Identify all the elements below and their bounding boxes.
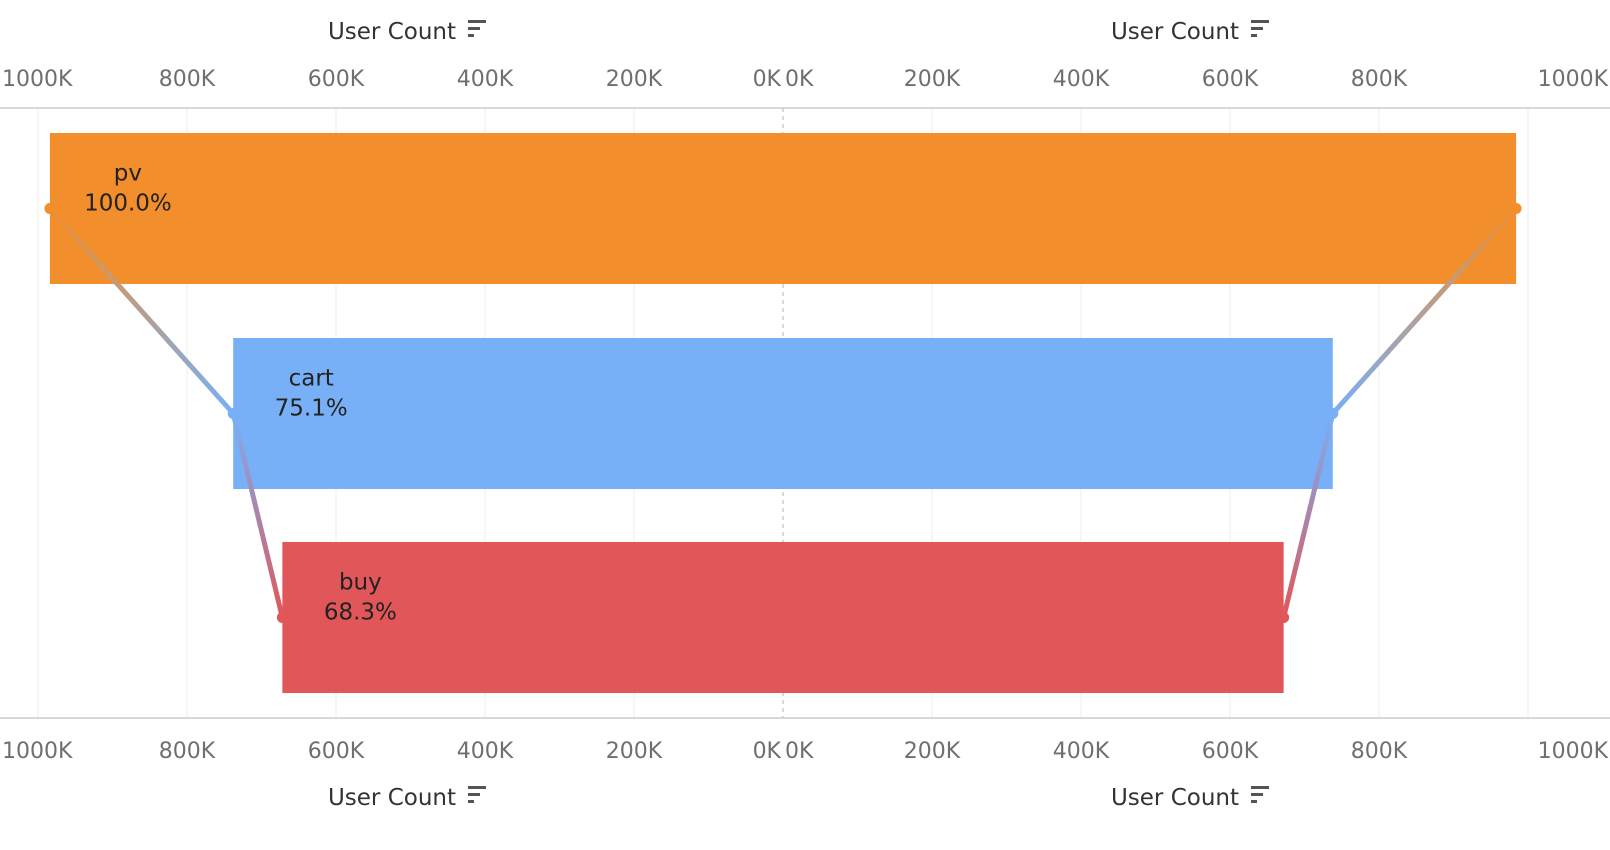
sort-bar-1	[1251, 786, 1269, 789]
bottom-tick-left-1: 200K	[606, 739, 663, 764]
bar-right-buy	[783, 542, 1284, 693]
sort-descending-icon	[1251, 786, 1269, 803]
bottom-tick-left-2: 400K	[457, 739, 514, 764]
dot-right-buy	[1278, 612, 1290, 623]
dot-left-cart	[227, 408, 239, 419]
top-tick-right-5: 1000K	[1538, 67, 1609, 92]
sort-bar-2	[468, 27, 480, 30]
category-labels: pv 100.0% cart 75.1% buy 68.3%	[84, 161, 397, 626]
connector-left-0	[47, 206, 236, 416]
sort-bar-1	[468, 20, 486, 23]
sort-bar-2	[468, 793, 480, 796]
bottom-tick-right-5: 1000K	[1538, 739, 1609, 764]
percent-label-cart: 75.1%	[275, 396, 348, 422]
bottom-tick-left-0: 0K	[753, 739, 782, 764]
dot-right-cart	[1327, 408, 1339, 419]
category-label-buy: buy	[339, 570, 382, 596]
top-tick-left-1: 200K	[606, 67, 663, 92]
top-tick-left-0: 0K	[753, 67, 782, 92]
bottom-tick-right-4: 800K	[1351, 739, 1408, 764]
top-right-axis-title: User Count	[1111, 19, 1239, 45]
sort-descending-icon	[468, 20, 486, 37]
connector-right-0	[1330, 206, 1519, 416]
bottom-tick-right-1: 200K	[904, 739, 961, 764]
sort-bar-2	[1251, 793, 1263, 796]
top-tick-left-4: 800K	[159, 67, 216, 92]
bottom-tick-right-3: 600K	[1202, 739, 1259, 764]
bars	[49, 133, 1517, 693]
sort-bar-3	[468, 800, 474, 803]
percent-label-pv: 100.0%	[84, 191, 172, 217]
sort-descending-icon	[1251, 20, 1269, 37]
category-label-pv: pv	[114, 161, 142, 187]
sort-bar-2	[1251, 27, 1263, 30]
bottom-tick-left-4: 800K	[159, 739, 216, 764]
bottom-tick-right-0: 0K	[785, 739, 814, 764]
top-tick-left-5: 1000K	[2, 67, 73, 92]
top-tick-right-2: 400K	[1053, 67, 1110, 92]
connector-right-1	[1281, 411, 1336, 620]
percent-label-buy: 68.3%	[324, 600, 397, 626]
dot-right-pv	[1510, 203, 1522, 214]
dot-left-buy	[276, 612, 288, 623]
top-tick-right-0: 0K	[785, 67, 814, 92]
bottom-tick-right-2: 400K	[1053, 739, 1110, 764]
top-tick-right-4: 800K	[1351, 67, 1408, 92]
top-tick-right-3: 600K	[1202, 67, 1259, 92]
sort-bar-1	[1251, 20, 1269, 23]
bottom-tick-left-5: 1000K	[2, 739, 73, 764]
bar-right-pv	[783, 133, 1517, 284]
top-tick-right-1: 200K	[904, 67, 961, 92]
sort-bar-3	[468, 34, 474, 37]
bar-left-pv	[49, 133, 784, 284]
funnel-connectors	[44, 203, 1522, 623]
top-left-axis-title: User Count	[328, 19, 456, 45]
bottom-right-axis-title: User Count	[1111, 785, 1239, 811]
connector-left-1	[230, 411, 285, 620]
sort-descending-icon	[468, 786, 486, 803]
bar-left-cart	[233, 338, 783, 489]
category-label-cart: cart	[289, 366, 334, 392]
bottom-left-axis-title: User Count	[328, 785, 456, 811]
sort-bar-3	[1251, 800, 1257, 803]
top-tick-left-2: 400K	[457, 67, 514, 92]
bar-left-buy	[282, 542, 783, 693]
bar-right-cart	[783, 338, 1333, 489]
sort-bar-3	[1251, 34, 1257, 37]
sort-bar-1	[468, 786, 486, 789]
dot-left-pv	[44, 203, 56, 214]
top-tick-left-3: 600K	[308, 67, 365, 92]
bottom-tick-left-3: 600K	[308, 739, 365, 764]
